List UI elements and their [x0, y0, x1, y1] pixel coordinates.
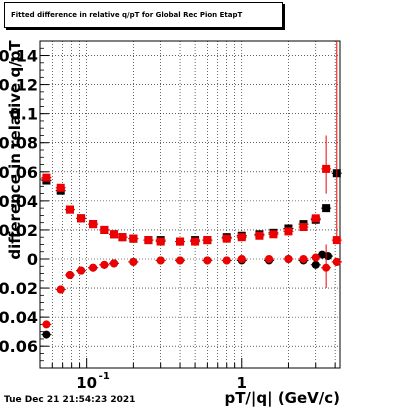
data-point-square	[56, 183, 65, 192]
data-point-circle	[156, 256, 165, 265]
x-tick-label: 1	[237, 374, 247, 392]
data-point-circle	[265, 255, 274, 263]
data-point-circle	[42, 320, 51, 329]
data-point-circle	[109, 259, 118, 268]
data-point-square	[118, 233, 127, 242]
y-tick-label: -0.06	[0, 337, 38, 356]
x-axis-label: pT/|q| (GeV/c)	[224, 389, 340, 407]
axis-ticks: 0.14 0.12 0.1 0.08 0.06 0.04 0.02 0 -0.02 -0.04 -0…	[0, 47, 336, 392]
y-tick-label: -0.02	[0, 279, 38, 298]
data-point-square	[176, 237, 185, 246]
data-point-circle	[311, 260, 320, 269]
y-axis-label: difference in relative q/pT	[6, 40, 24, 260]
data-point-square	[322, 164, 331, 173]
data-point-square	[100, 225, 109, 234]
y-tick-label: 0.04	[0, 192, 38, 211]
data-point-circle	[237, 255, 246, 263]
data-point-square	[109, 230, 118, 239]
y-tick-label: 0.14	[0, 47, 38, 66]
data-point-circle	[311, 253, 320, 262]
data-point-square	[144, 236, 153, 245]
data-point-square	[203, 236, 212, 245]
data-point-circle	[77, 266, 86, 275]
data-point-circle	[89, 263, 98, 272]
x-tick-label: 10	[76, 374, 97, 392]
data-point-square	[191, 237, 200, 246]
x-tick-label-exponent: -1	[99, 371, 110, 382]
data-point-square	[269, 230, 278, 239]
grid-lines	[40, 41, 340, 368]
chart-title: Fitted difference in relative q/pT for G…	[4, 2, 283, 28]
y-tick-label: -0.04	[0, 308, 38, 327]
data-point-circle	[56, 285, 65, 294]
data-point-circle	[332, 257, 341, 266]
data-point-circle	[176, 256, 185, 265]
data-marks	[41, 41, 342, 339]
data-point-circle	[129, 257, 138, 266]
data-point-square	[89, 220, 98, 229]
data-point-square	[77, 214, 86, 223]
data-point-circle	[65, 270, 74, 279]
data-point-circle	[42, 330, 51, 339]
data-point-circle	[222, 256, 231, 265]
y-tick-label: 0	[27, 250, 38, 269]
data-point-circle	[322, 263, 331, 272]
data-point-circle	[299, 255, 308, 263]
y-tick-label: 0.1	[10, 105, 38, 124]
data-point-circle	[324, 252, 333, 261]
data-point-square	[284, 227, 293, 236]
timestamp: Tue Dec 21 21:54:23 2021	[4, 395, 136, 405]
data-point-square	[322, 204, 331, 213]
data-point-square	[237, 233, 246, 242]
data-point-square	[299, 223, 308, 232]
data-point-square	[129, 234, 138, 243]
data-point-square	[255, 231, 264, 240]
plot-frame	[39, 40, 341, 369]
data-point-square	[42, 173, 51, 182]
data-point-square	[65, 205, 74, 214]
data-point-square	[222, 234, 231, 243]
data-point-circle	[203, 256, 212, 265]
data-point-circle	[284, 255, 293, 263]
data-point-square	[332, 236, 341, 245]
data-point-square	[311, 214, 320, 223]
data-point-square	[156, 237, 165, 246]
y-tick-label: 0.12	[0, 76, 38, 95]
y-tick-label: 0.06	[0, 163, 38, 182]
y-tick-label: 0.08	[0, 134, 38, 153]
data-point-circle	[100, 260, 109, 269]
y-tick-label: 0.02	[0, 221, 38, 240]
